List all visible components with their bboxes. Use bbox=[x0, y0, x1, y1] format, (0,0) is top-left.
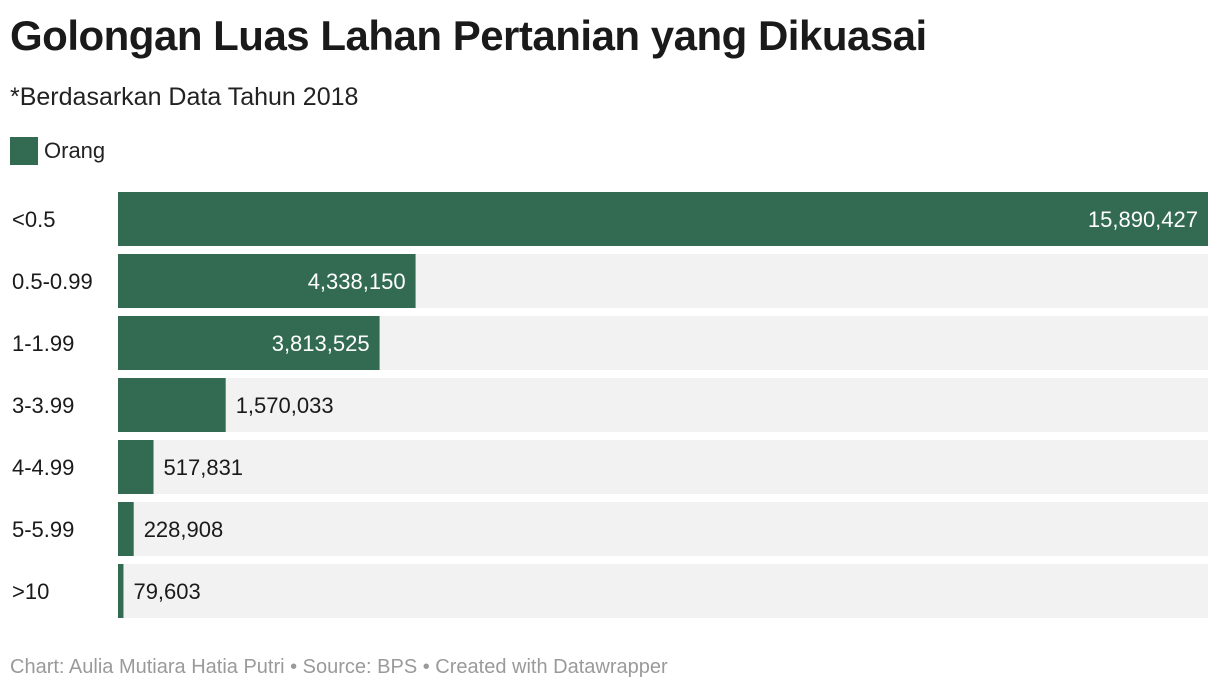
bar-track bbox=[118, 378, 1208, 432]
value-label: 3,813,525 bbox=[272, 331, 370, 356]
bar bbox=[118, 192, 1208, 246]
bar bbox=[118, 440, 154, 494]
category-label: 4-4.99 bbox=[12, 455, 74, 480]
bar-chart: <0.5 15,890,427 0.5-0.99 4,338,150 1-1.99 3,8… bbox=[12, 192, 1208, 618]
bar bbox=[118, 254, 416, 308]
legend-label-orang: Orang bbox=[44, 138, 106, 163]
value-label: 79,603 bbox=[133, 579, 200, 604]
bar bbox=[118, 564, 124, 618]
bar-track bbox=[118, 440, 1208, 494]
chart-footer: Chart: Aulia Mutiara Hatia Putri • Sourc… bbox=[10, 656, 668, 678]
bar bbox=[118, 502, 134, 556]
value-label: 517,831 bbox=[164, 455, 244, 480]
legend: Orang bbox=[10, 136, 105, 166]
category-label: <0.5 bbox=[12, 207, 55, 232]
value-label: 15,890,427 bbox=[1088, 207, 1198, 232]
category-label: 0.5-0.99 bbox=[12, 269, 93, 294]
category-label: >10 bbox=[12, 579, 49, 604]
value-label: 228,908 bbox=[144, 517, 224, 542]
bar bbox=[118, 316, 380, 370]
chart-subtitle: *Berdasarkan Data Tahun 2018 bbox=[10, 83, 359, 111]
bar-track bbox=[118, 502, 1208, 556]
value-label: 4,338,150 bbox=[308, 269, 406, 294]
value-label: 1,570,033 bbox=[236, 393, 334, 418]
category-label: 3-3.99 bbox=[12, 393, 74, 418]
legend-swatch bbox=[10, 137, 38, 165]
bar-track bbox=[118, 564, 1208, 618]
bar bbox=[118, 378, 226, 432]
category-label: 5-5.99 bbox=[12, 517, 74, 542]
chart-title: Golongan Luas Lahan Pertanian yang Dikua… bbox=[10, 12, 927, 59]
category-label: 1-1.99 bbox=[12, 331, 74, 356]
